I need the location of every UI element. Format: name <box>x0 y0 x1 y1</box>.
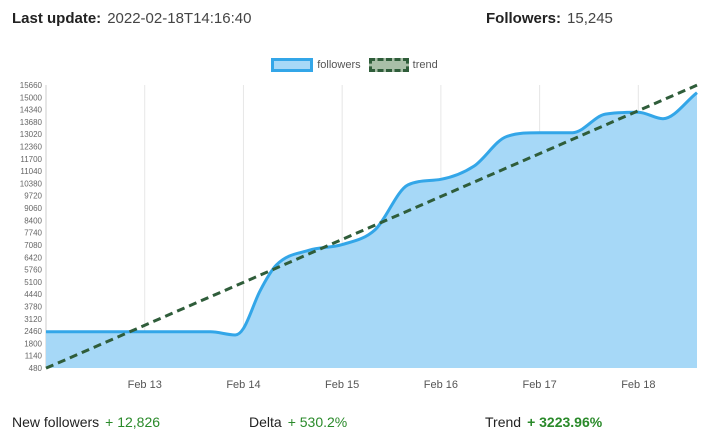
stat-delta-value: + 530.2% <box>287 414 348 430</box>
last-update-value: 2022-02-18T14:16:40 <box>107 10 252 27</box>
y-tick-label: 14340 <box>20 106 43 115</box>
followers-total: Followers: 15,245 <box>486 10 613 27</box>
y-tick-label: 1140 <box>25 352 43 361</box>
y-tick-label: 2460 <box>24 327 42 336</box>
legend-label-followers: followers <box>317 59 361 71</box>
y-tick-label: 480 <box>29 364 43 373</box>
y-tick-label: 10380 <box>20 179 43 188</box>
stat-new-followers: New followers + 12,826 <box>12 414 160 430</box>
stat-delta: Delta + 530.2% <box>249 414 347 430</box>
y-tick-label: 11040 <box>20 167 42 176</box>
x-tick-label: Feb 18 <box>621 379 655 391</box>
y-tick-label: 4440 <box>24 290 42 299</box>
y-tick-label: 13680 <box>20 118 43 127</box>
x-tick-label: Feb 16 <box>424 379 458 391</box>
y-tick-label: 11700 <box>20 155 42 164</box>
y-tick-label: 5100 <box>24 278 42 287</box>
x-tick-label: Feb 15 <box>325 379 359 391</box>
y-tick-label: 9060 <box>24 204 42 213</box>
followers-total-value: 15,245 <box>567 10 613 27</box>
last-update: Last update: 2022-02-18T14:16:40 <box>12 10 251 27</box>
stat-trend-label: Trend <box>485 414 522 430</box>
y-tick-label: 15000 <box>20 93 43 102</box>
trend-line <box>45 83 698 370</box>
followers-total-label: Followers: <box>486 10 562 27</box>
y-tick-label: 3120 <box>24 315 42 324</box>
x-tick-label: Feb 17 <box>522 379 556 391</box>
y-tick-label: 7080 <box>24 241 42 250</box>
last-update-label: Last update: <box>12 10 102 27</box>
y-tick-label: 15660 <box>20 81 43 90</box>
y-tick-label: 13020 <box>20 130 43 139</box>
y-tick-label: 8400 <box>24 216 42 225</box>
x-tick-label: Feb 14 <box>226 379 260 391</box>
legend-swatch-trend <box>368 58 409 72</box>
legend-label-trend: trend <box>412 59 438 71</box>
y-tick-label: 6420 <box>24 253 42 262</box>
y-tick-label: 5760 <box>24 266 42 275</box>
legend-swatch-followers <box>271 58 314 72</box>
followers-chart: 480 1140 1800 2460 3120 3780 4440 5100 5760 6420 7… <box>20 81 698 391</box>
y-tick-label: 7740 <box>24 229 42 238</box>
y-tick-label: 1800 <box>24 339 42 348</box>
stat-trend: Trend + 3223.96% <box>485 414 602 430</box>
stat-trend-value: + 3223.96% <box>527 414 603 430</box>
followers-area <box>46 92 697 368</box>
stat-delta-label: Delta <box>249 414 282 430</box>
y-tick-label: 3780 <box>24 302 42 311</box>
x-tick-label: Feb 13 <box>128 379 162 391</box>
legend-item-followers[interactable]: followers <box>271 58 361 72</box>
followers-line <box>46 91 698 337</box>
y-tick-label: 12360 <box>20 143 43 152</box>
legend-item-trend[interactable]: trend <box>368 58 438 72</box>
stat-new-followers-label: New followers <box>12 414 100 430</box>
stat-new-followers-value: + 12,826 <box>105 414 161 430</box>
y-tick-label: 9720 <box>24 192 42 201</box>
chart-legend: followers trend <box>0 58 709 72</box>
